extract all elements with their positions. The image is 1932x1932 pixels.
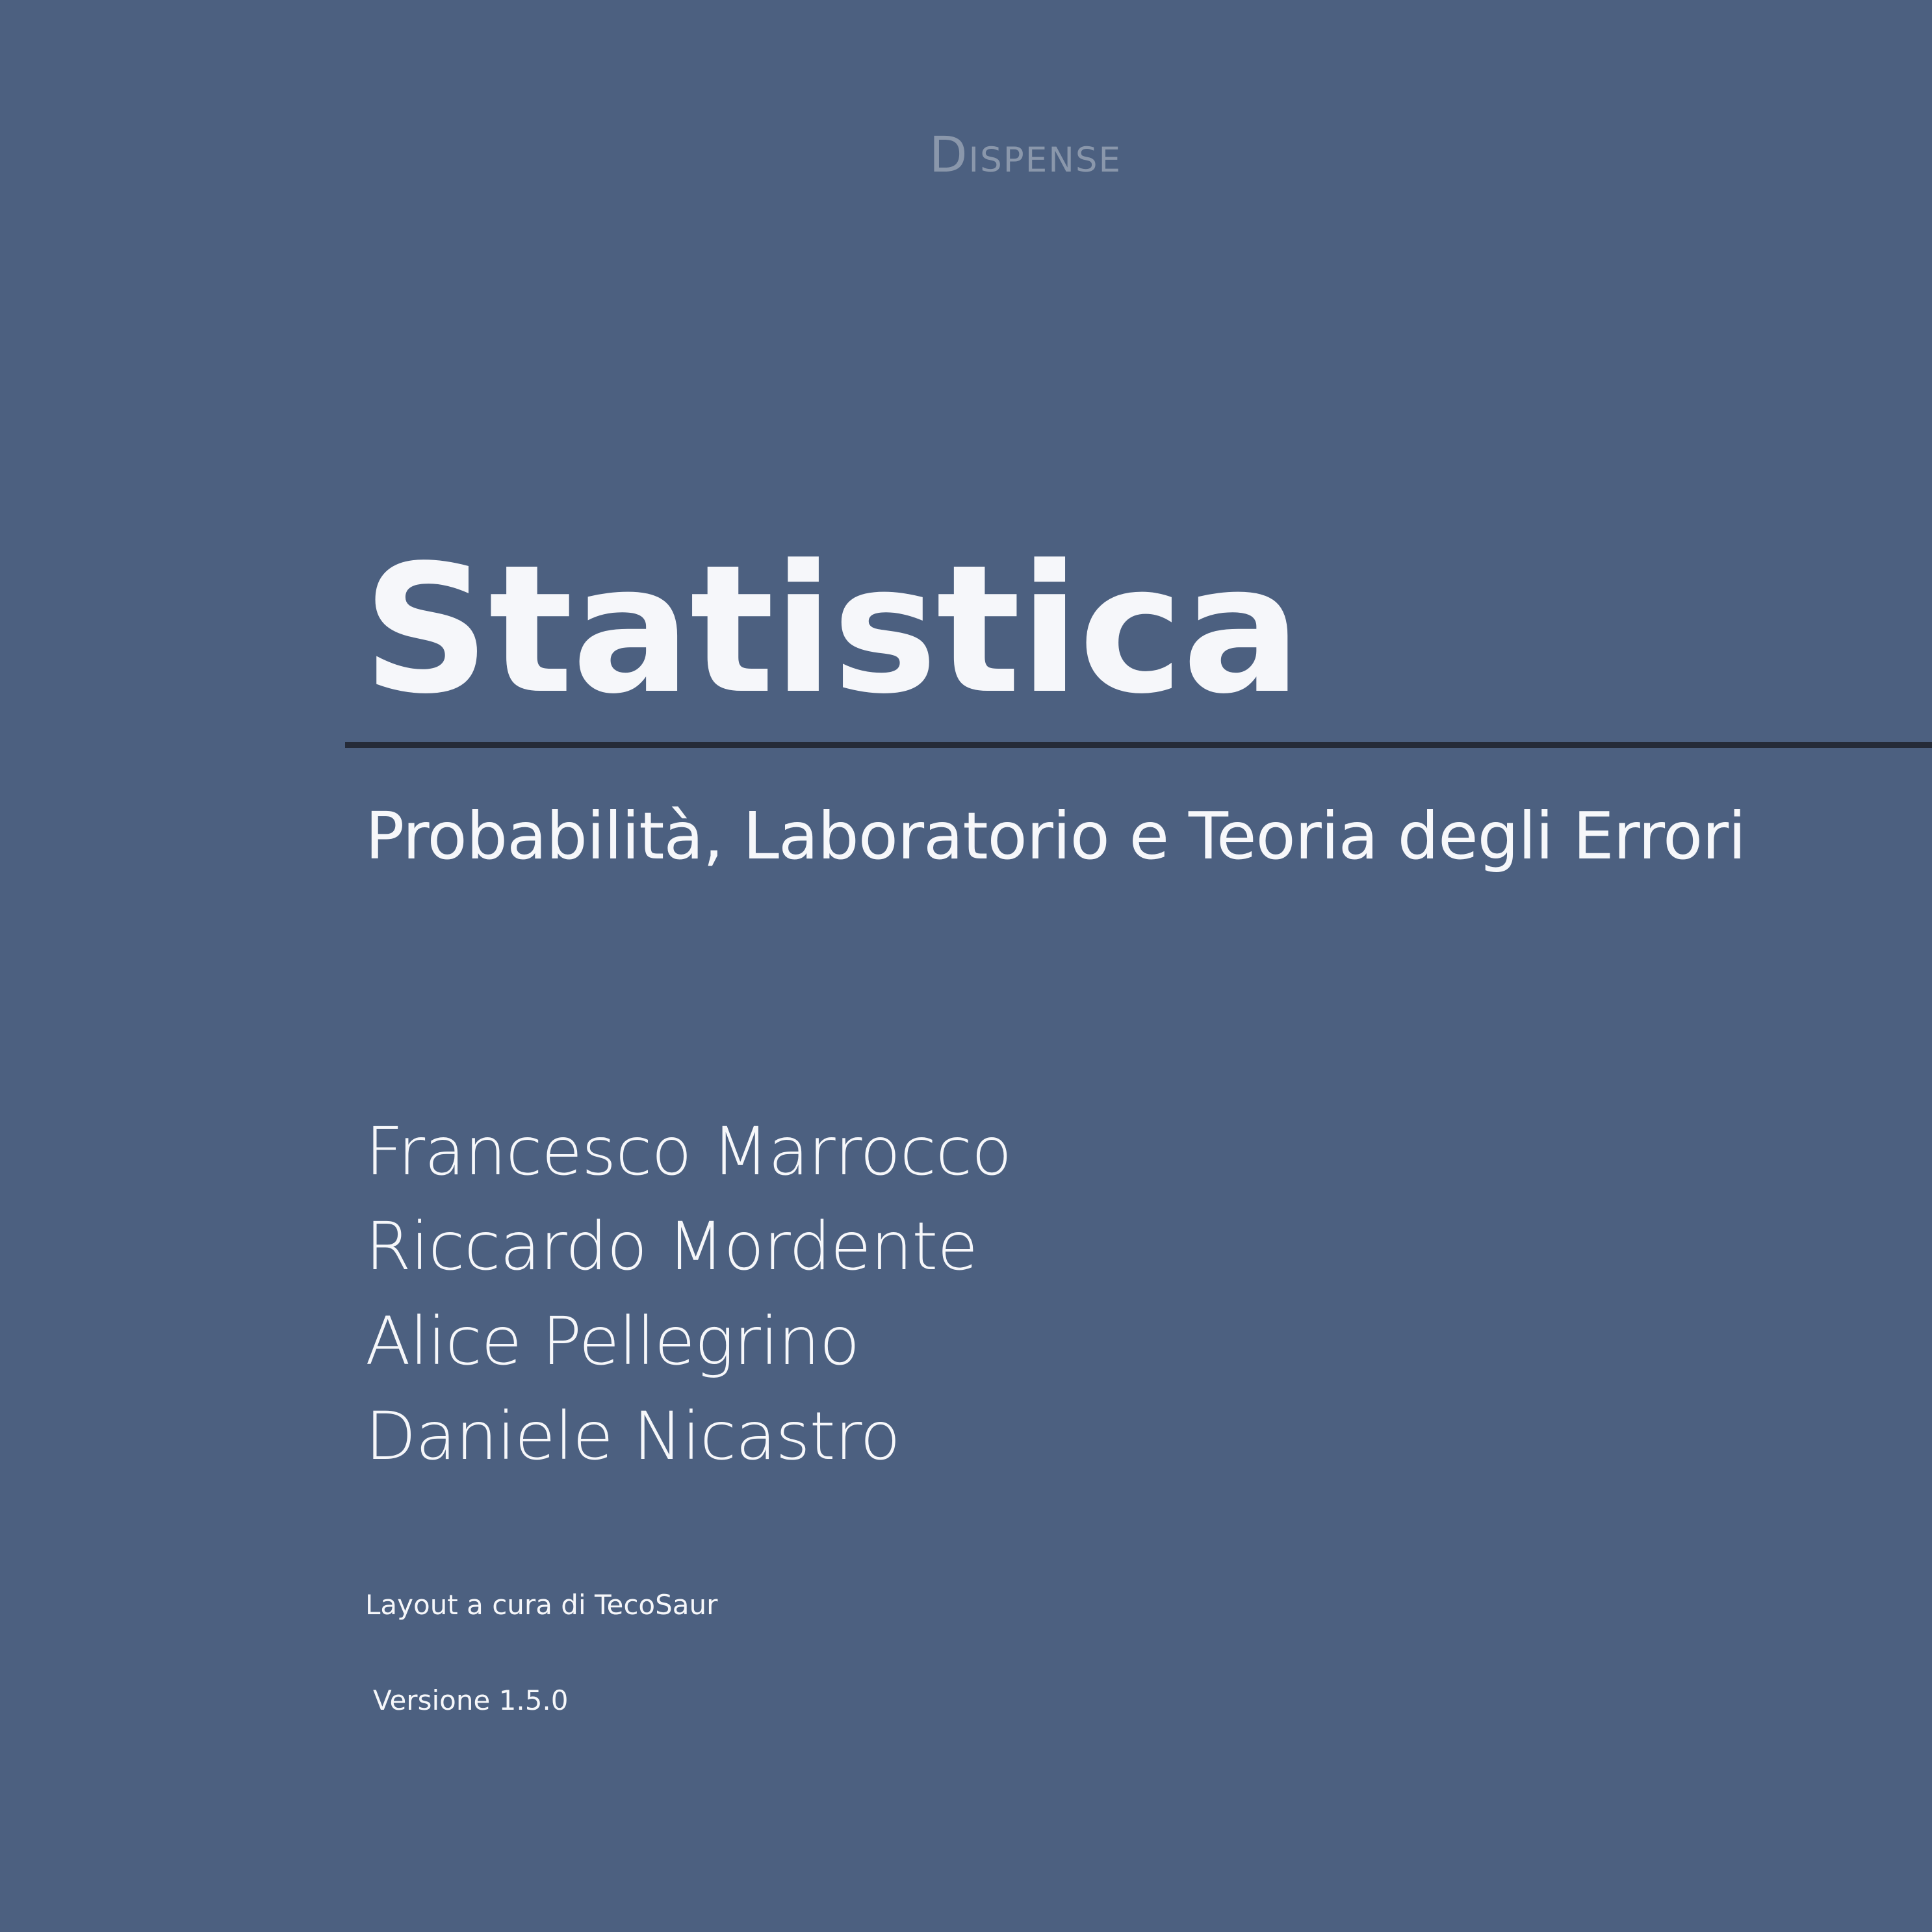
author-name: Alice Pellegrino xyxy=(365,1303,860,1380)
title-divider xyxy=(345,742,1932,748)
version-label: Versione 1.5.0 xyxy=(373,1684,569,1716)
author-list: Francesco Marrocco Riccardo Mordente Ali… xyxy=(365,1105,1012,1484)
document-subtitle: Probabilità, Laboratorio e Teoria degli … xyxy=(365,798,1746,874)
document-title: Statistica xyxy=(363,528,1302,733)
author-name: Riccardo Mordente xyxy=(365,1208,978,1285)
author-name: Daniele Nicastro xyxy=(365,1398,901,1475)
author-name: Francesco Marrocco xyxy=(365,1113,1012,1191)
layout-credit: Layout a cura di TecoSaur xyxy=(365,1589,718,1621)
series-label: Dispense xyxy=(929,125,1122,183)
